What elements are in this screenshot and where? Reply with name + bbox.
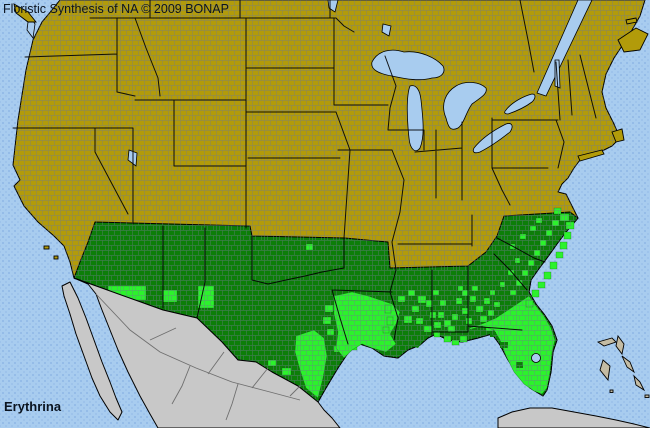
abaco-island [615, 334, 625, 356]
lake-superior [371, 49, 445, 81]
andros-island [599, 359, 611, 382]
taxon-name-label: Erythrina [4, 399, 62, 414]
long-island-ny [577, 149, 605, 162]
cape-cod [611, 128, 625, 143]
county-grid-texture [13, 0, 645, 402]
bahamas-islands [596, 334, 650, 398]
lake-nipigon [381, 23, 392, 37]
channel-island [43, 245, 50, 250]
state-borders [12, 0, 597, 345]
st-lawrence-river [536, 0, 593, 97]
offshore-land-features [13, 3, 649, 260]
lake-huron [443, 82, 487, 130]
prince-edward-island [625, 17, 638, 25]
bahamas-islet [609, 389, 614, 393]
mexico-state-lines [95, 293, 301, 421]
mexico-mainland [73, 277, 341, 428]
nova-scotia [617, 27, 649, 53]
map-title: Floristic Synthesis of NA © 2009 BONAP [3, 2, 229, 16]
outside-coverage-layer [61, 277, 650, 428]
vancouver-island [13, 3, 37, 23]
bahamas-islet [644, 394, 650, 398]
long-island-bahamas [633, 374, 646, 392]
lake-michigan [406, 85, 424, 152]
grand-bahama-island [596, 337, 617, 347]
lake-okeechobee [531, 353, 541, 363]
lake-erie [472, 123, 513, 154]
eleuthera-island [621, 355, 635, 374]
baja-california [61, 281, 123, 421]
channel-island [53, 255, 59, 260]
cuba [497, 407, 650, 428]
lake-ontario [504, 93, 536, 115]
